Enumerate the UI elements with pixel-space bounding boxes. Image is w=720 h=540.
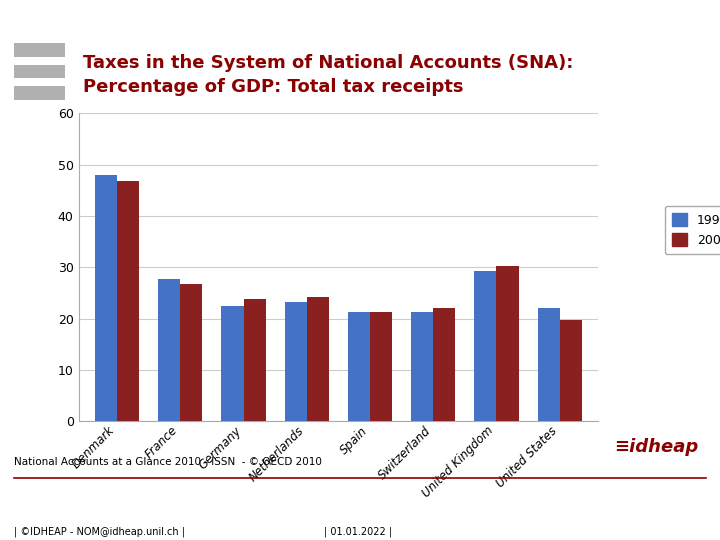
Bar xyxy=(95,175,117,421)
Bar xyxy=(180,284,202,421)
Bar xyxy=(243,299,266,421)
Bar xyxy=(117,181,139,421)
Bar xyxy=(497,266,518,421)
Text: National Accounts at a Glance 2010 - ISSN  - © OECD 2010: National Accounts at a Glance 2010 - ISS… xyxy=(14,457,323,467)
Bar xyxy=(411,313,433,421)
Bar xyxy=(433,308,455,421)
Text: Taxes in the System of National Accounts (SNA):: Taxes in the System of National Accounts… xyxy=(83,54,573,72)
Bar xyxy=(538,308,559,421)
Bar xyxy=(559,320,582,421)
Text: Percentage of GDP: Total tax receipts: Percentage of GDP: Total tax receipts xyxy=(83,78,463,96)
Legend: 1998, 2008: 1998, 2008 xyxy=(665,206,720,254)
Bar xyxy=(222,306,243,421)
Bar xyxy=(474,272,497,421)
Bar xyxy=(307,297,329,421)
Bar xyxy=(284,302,307,421)
Text: | 01.01.2022 |: | 01.01.2022 | xyxy=(324,527,392,537)
Text: | ©IDHEAP - NOM@idheap.unil.ch |: | ©IDHEAP - NOM@idheap.unil.ch | xyxy=(14,527,186,537)
Bar xyxy=(348,313,370,421)
Text: ≡idheap: ≡idheap xyxy=(614,438,698,456)
Bar xyxy=(370,313,392,421)
Bar xyxy=(158,279,180,421)
